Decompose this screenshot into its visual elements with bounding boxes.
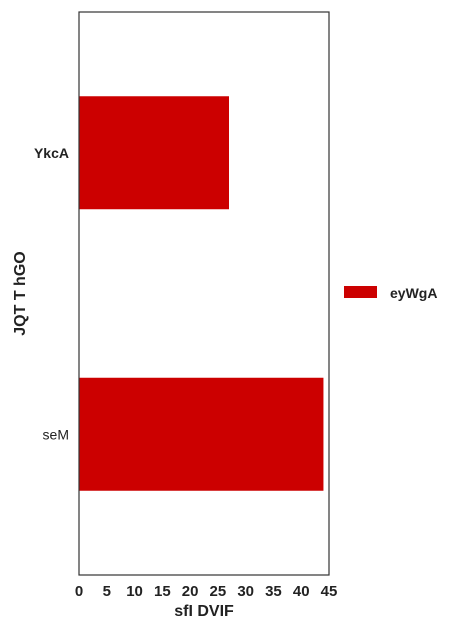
x-tick-label: 10 <box>126 583 143 600</box>
x-tick-label: 20 <box>182 583 199 600</box>
legend-label: eyWgA <box>390 285 437 301</box>
x-tick-label: 30 <box>237 583 254 600</box>
x-tick-label: 25 <box>210 583 227 600</box>
category-label-seM: seM <box>43 426 69 442</box>
bar-seM <box>79 377 324 491</box>
legend-swatch <box>344 286 377 298</box>
category-label-YkcA: YkcA <box>34 145 69 161</box>
x-axis-title: sfI DVIF <box>174 603 234 620</box>
x-tick-label: 0 <box>75 583 83 600</box>
y-axis-title: JQT T hGO <box>12 251 29 335</box>
bar-YkcA <box>79 96 229 210</box>
x-tick-label: 35 <box>265 583 282 600</box>
legend: eyWgA <box>344 285 437 301</box>
x-tick-label: 5 <box>103 583 111 600</box>
plot-frame <box>78 11 330 576</box>
x-tick-label: 15 <box>154 583 171 600</box>
x-tick-label: 45 <box>321 583 338 600</box>
x-tick-label: 40 <box>293 583 310 600</box>
